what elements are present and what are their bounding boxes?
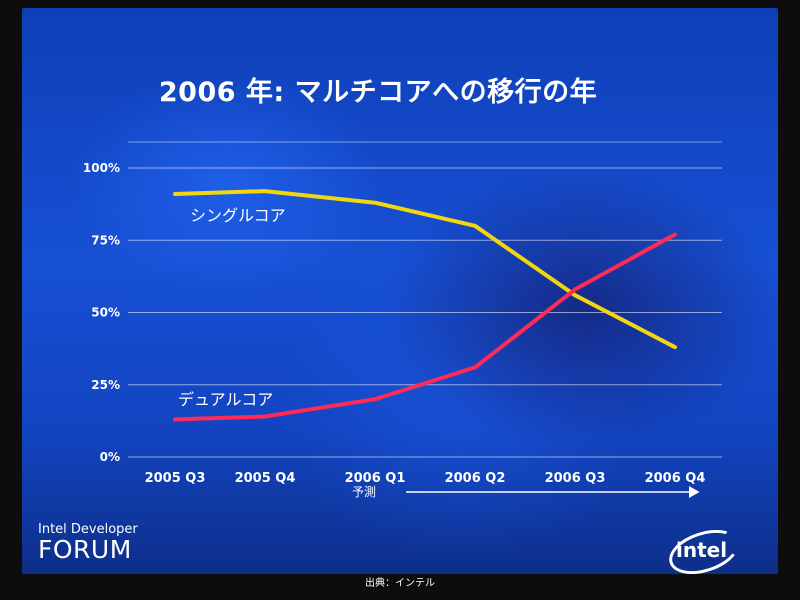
data-point: [173, 192, 177, 196]
data-point: [473, 365, 477, 369]
x-tick-label: 2005 Q3: [145, 471, 206, 486]
y-tick-label: 50%: [91, 306, 120, 320]
brand-line-2: FORUM: [38, 535, 132, 564]
x-tick-label: 2006 Q4: [645, 471, 706, 486]
x-tick-label: 2006 Q3: [545, 471, 606, 486]
y-tick-label: 0%: [100, 450, 120, 464]
data-point: [173, 417, 177, 421]
gridlines: [128, 141, 722, 458]
x-tick-label: 2005 Q4: [235, 471, 296, 486]
x-tick-label: 2006 Q2: [445, 471, 506, 486]
data-point: [263, 415, 267, 419]
data-point: [373, 397, 377, 401]
y-axis-ticks: 100% 75% 50% 25% 0%: [83, 161, 120, 464]
x-axis-ticks: 2005 Q3 2005 Q4 2006 Q1 2006 Q2 2006 Q3 2006 …: [145, 471, 706, 486]
y-tick-label: 100%: [83, 161, 120, 175]
series-line-dual-core: [173, 232, 677, 422]
forecast-label: 予測: [352, 485, 376, 499]
forum-brand: Intel Developer FORUM: [38, 522, 138, 564]
series-line-single-core: [173, 189, 677, 350]
slide-background: [22, 8, 778, 574]
data-point: [373, 201, 377, 205]
data-point: [673, 232, 677, 236]
data-point: [673, 345, 677, 349]
series-lines: [173, 189, 677, 422]
y-tick-label: 75%: [91, 233, 120, 247]
x-tick-label: 2006 Q1: [345, 471, 406, 486]
data-point: [573, 293, 577, 297]
source-note: 出典：インテル: [365, 578, 435, 589]
y-tick-label: 25%: [91, 378, 120, 392]
series-label-single-core: シングルコア: [190, 206, 286, 225]
chart-title: 2006 年: マルチコアへの移行の年: [158, 77, 598, 108]
intel-logo: intel: [676, 538, 728, 562]
data-point: [573, 287, 577, 291]
data-point: [473, 224, 477, 228]
data-point: [263, 189, 267, 193]
series-label-dual-core: デュアルコア: [178, 390, 273, 409]
brand-line-1: Intel Developer: [38, 522, 138, 537]
